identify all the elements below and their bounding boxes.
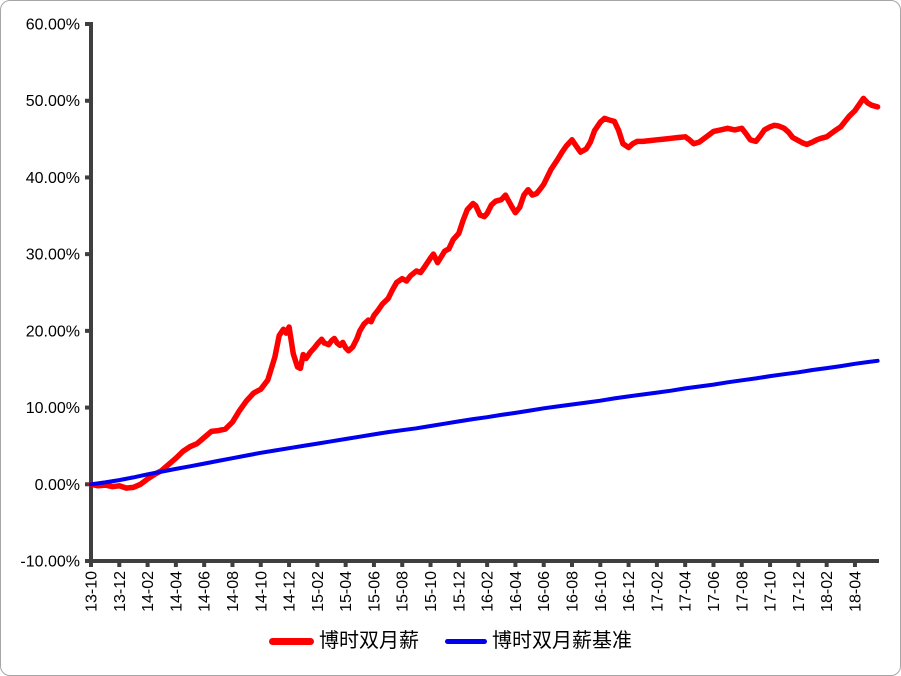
x-axis-tick-label: 13-12 xyxy=(112,571,129,612)
y-axis-tick-label: 40.00% xyxy=(26,170,80,187)
x-axis-tick-label: 17-02 xyxy=(649,571,666,612)
y-axis-tick-label: 30.00% xyxy=(26,247,80,264)
x-axis-tick-label: 18-04 xyxy=(847,571,864,612)
x-axis-tick-label: 17-12 xyxy=(791,571,808,612)
x-axis-tick-label: 14-04 xyxy=(168,571,185,612)
legend-item-benchmark: 博时双月薪基准 xyxy=(445,631,632,651)
x-axis-tick-label: 17-08 xyxy=(734,571,751,612)
x-axis-tick-label: 14-10 xyxy=(253,571,270,612)
legend-item-fund: 博时双月薪 xyxy=(269,631,419,651)
fund-line-swatch xyxy=(269,637,314,645)
x-axis-tick-label: 15-12 xyxy=(451,571,468,612)
fund-legend-label: 博时双月薪 xyxy=(319,630,419,652)
x-axis-tick-label: 16-06 xyxy=(536,571,553,612)
legend: 博时双月薪 博时双月薪基准 xyxy=(1,631,900,651)
x-axis-tick-label: 17-06 xyxy=(706,571,723,612)
x-axis-tick-label: 14-02 xyxy=(140,571,157,612)
benchmark-line-swatch xyxy=(445,638,487,644)
x-axis-tick-label: 17-10 xyxy=(763,571,780,612)
benchmark-legend-label: 博时双月薪基准 xyxy=(492,630,632,652)
y-axis-tick-label: 20.00% xyxy=(26,323,80,340)
y-axis-tick-label: -10.00% xyxy=(20,554,80,571)
x-axis-tick-label: 16-04 xyxy=(508,571,525,612)
x-axis-tick-label: 16-08 xyxy=(565,571,582,612)
y-axis-tick-label: 50.00% xyxy=(26,93,80,110)
benchmark-series-line xyxy=(89,358,880,487)
x-axis-tick-label: 15-10 xyxy=(423,571,440,612)
x-axis-tick-label: 14-08 xyxy=(225,571,242,612)
x-axis-tick-label: 13-10 xyxy=(84,571,101,612)
y-axis-tick-label: 60.00% xyxy=(26,17,80,34)
x-axis-tick-label: 15-08 xyxy=(395,571,412,612)
x-axis-tick-label: 15-02 xyxy=(310,571,327,612)
x-axis-tick-label: 14-12 xyxy=(282,571,299,612)
y-axis-tick-label: 10.00% xyxy=(26,400,80,417)
x-axis-tick-label: 16-10 xyxy=(593,571,610,612)
x-axis-tick-label: 17-04 xyxy=(678,571,695,612)
x-axis-tick-label: 16-02 xyxy=(480,571,497,612)
x-axis-tick-label: 15-04 xyxy=(338,571,355,612)
x-axis-tick-label: 18-02 xyxy=(819,571,836,612)
fund-series-line xyxy=(88,95,881,491)
x-axis-tick-label: 16-12 xyxy=(621,571,638,612)
x-axis-tick-label: 15-06 xyxy=(366,571,383,612)
x-axis-tick-label: 14-06 xyxy=(197,571,214,612)
y-axis-tick-label: 0.00% xyxy=(35,477,80,494)
